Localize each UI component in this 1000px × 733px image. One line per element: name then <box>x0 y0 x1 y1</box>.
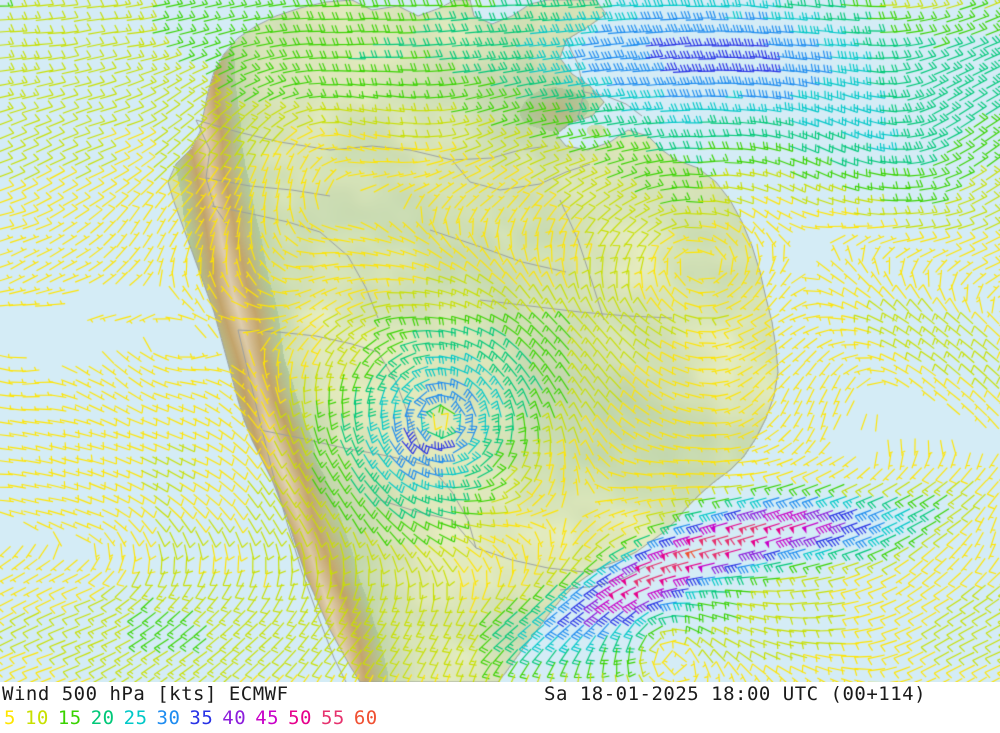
map-valid-time: Sa 18-01-2025 18:00 UTC (00+114) <box>544 683 927 705</box>
legend-entry-20: 20 <box>90 707 115 729</box>
map-footer: Wind 500 hPa [kts] ECMWF Sa 18-01-2025 1… <box>0 682 1000 733</box>
legend-entry-15: 15 <box>57 707 82 729</box>
legend-entry-35: 35 <box>189 707 214 729</box>
legend-entry-60: 60 <box>353 707 378 729</box>
legend-entry-45: 45 <box>255 707 280 729</box>
weather-map-canvas-container <box>0 0 1000 682</box>
wind-barb-map <box>0 0 1000 682</box>
legend-entry-10: 10 <box>24 707 49 729</box>
legend-entry-55: 55 <box>320 707 345 729</box>
legend-entry-50: 50 <box>288 707 312 729</box>
wind-speed-legend: 5 10 15 20 25 30 35 40 45 50 55 60 <box>4 706 387 730</box>
legend-entry-40: 40 <box>222 707 247 729</box>
legend-entry-30: 30 <box>156 707 181 729</box>
map-title: Wind 500 hPa [kts] ECMWF <box>2 683 289 705</box>
legend-entry-25: 25 <box>123 707 148 729</box>
legend-entry-5: 5 <box>4 707 16 729</box>
